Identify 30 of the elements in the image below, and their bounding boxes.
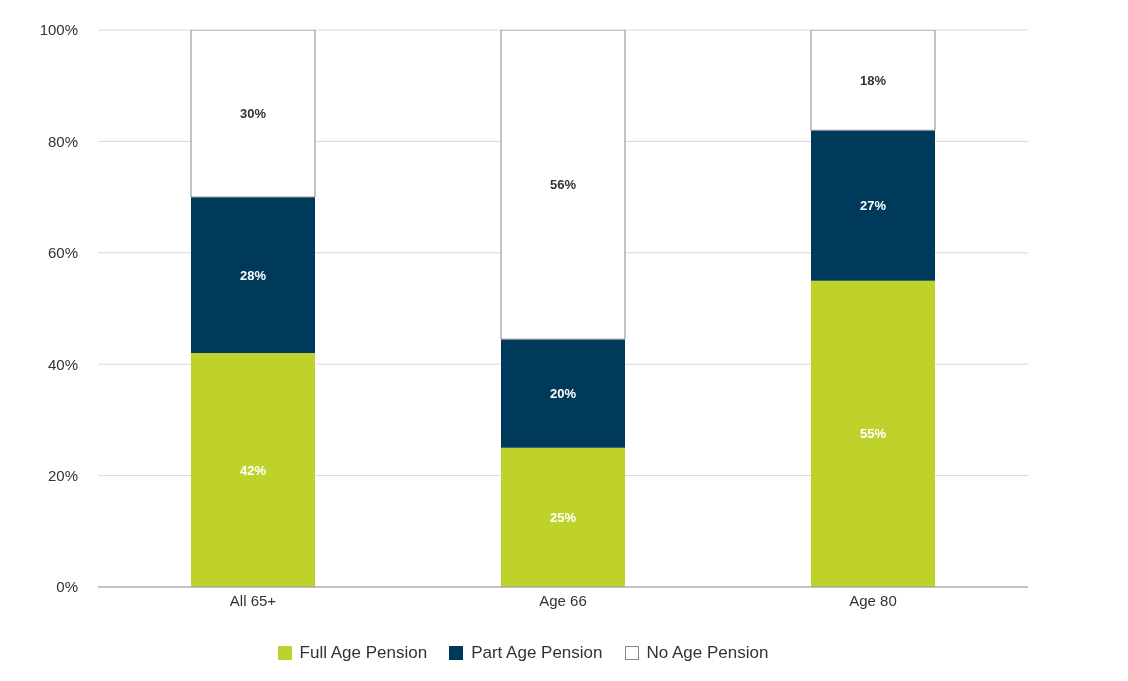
y-tick-label: 100%	[39, 21, 78, 39]
y-tick-label: 40%	[47, 355, 78, 373]
y-tick-label: 20%	[47, 466, 78, 484]
y-tick-label: 0%	[56, 578, 78, 596]
data-label: 42%	[239, 462, 267, 478]
legend-label: Part Age Pension	[471, 643, 603, 663]
legend-label: No Age Pension	[646, 643, 769, 663]
bar	[191, 197, 315, 354]
x-tick-label: Age 80	[849, 591, 897, 609]
bar	[501, 339, 625, 448]
bar	[810, 30, 936, 131]
y-tick-label: 60%	[47, 244, 78, 262]
data-label: 25%	[549, 509, 577, 525]
legend-label: Full Age Pension	[299, 643, 428, 663]
bar	[811, 130, 935, 281]
bar	[191, 353, 315, 587]
data-label: 20%	[549, 386, 577, 402]
data-label: 28%	[239, 267, 267, 283]
data-label: 27%	[859, 198, 887, 214]
bar	[190, 30, 316, 198]
bar	[811, 280, 935, 587]
bar	[500, 30, 626, 340]
data-label: 56%	[549, 177, 577, 193]
data-label: 30%	[239, 106, 267, 122]
x-tick-label: All 65+	[229, 591, 277, 609]
data-label: 18%	[859, 72, 887, 88]
y-tick-label: 80%	[47, 132, 78, 150]
data-label: 55%	[859, 426, 887, 442]
x-tick-label: Age 66	[539, 591, 587, 609]
bar	[501, 447, 625, 587]
